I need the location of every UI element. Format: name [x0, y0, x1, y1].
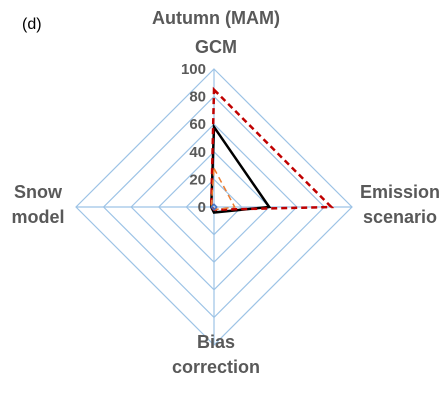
chart-title: Autumn (MAM) [152, 8, 280, 28]
tick-label-0: 0 [198, 199, 206, 216]
tick-label-40: 40 [189, 144, 206, 161]
series-4-polygon [210, 203, 218, 211]
radial-tick-labels: 0 20 40 60 80 100 [181, 61, 206, 216]
axis-label-bias-line2: correction [172, 357, 260, 377]
panel-label: (d) [22, 16, 42, 33]
tick-label-60: 60 [189, 116, 206, 133]
axis-label-emission-line2: scenario [363, 207, 437, 227]
axis-label-snow-line2: model [11, 207, 64, 227]
tick-label-20: 20 [189, 171, 206, 188]
tick-label-80: 80 [189, 89, 206, 106]
axis-label-bias-line1: Bias [197, 332, 235, 352]
axis-labels: GCM Emission scenario Bias correction Snow mod… [11, 37, 440, 377]
axis-label-gcm-line1: GCM [195, 37, 237, 57]
tick-label-100: 100 [181, 61, 206, 78]
axis-label-emission-line1: Emission [360, 182, 440, 202]
series-1-polygon [209, 123, 272, 214]
radar-series [209, 86, 335, 214]
axis-label-snow-line1: Snow [14, 182, 63, 202]
